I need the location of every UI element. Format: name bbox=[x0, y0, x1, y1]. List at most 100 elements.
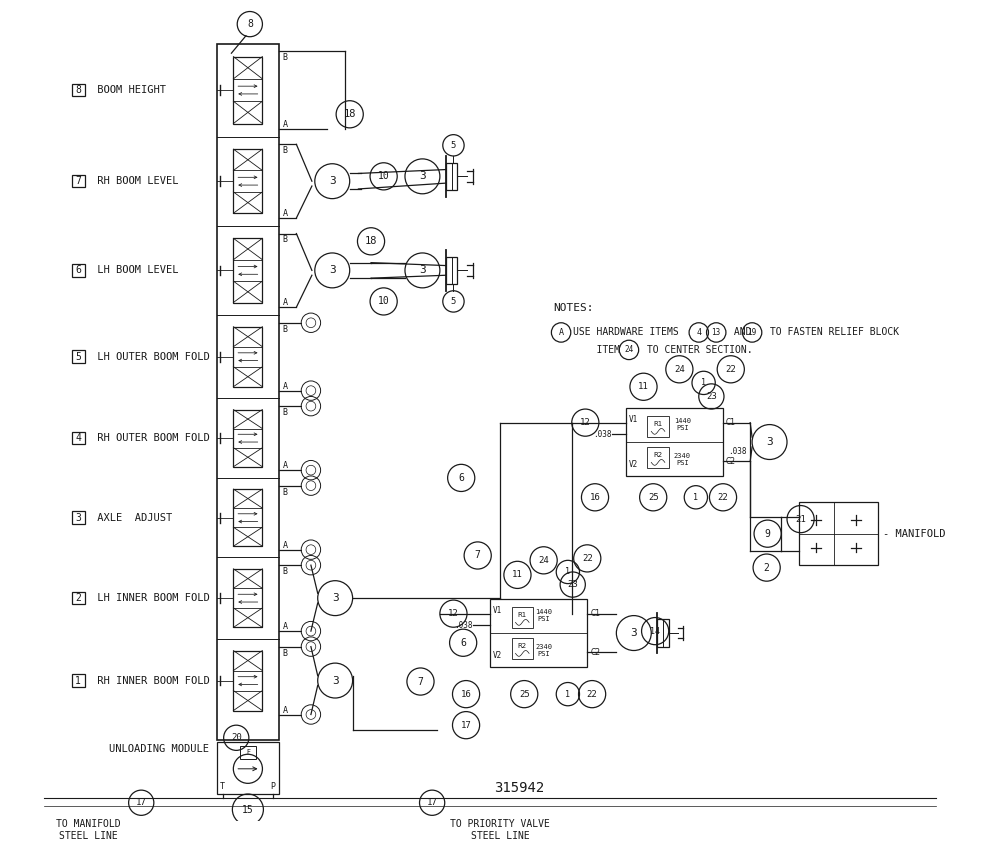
Text: A: A bbox=[283, 209, 288, 218]
Text: B: B bbox=[283, 325, 288, 333]
Text: R2: R2 bbox=[518, 642, 527, 649]
Text: 17: 17 bbox=[136, 798, 147, 807]
Bar bbox=[490, 599, 587, 667]
Text: 2: 2 bbox=[764, 563, 770, 572]
Bar bbox=[72, 592, 85, 604]
Text: V2: V2 bbox=[629, 460, 638, 468]
Text: 6: 6 bbox=[458, 473, 464, 483]
Text: T: T bbox=[220, 782, 225, 791]
Text: A: A bbox=[283, 461, 288, 470]
Text: A: A bbox=[559, 328, 564, 337]
Text: 315942: 315942 bbox=[494, 782, 545, 795]
Bar bbox=[647, 446, 669, 468]
Text: 7: 7 bbox=[475, 550, 481, 560]
Text: 9: 9 bbox=[765, 528, 771, 538]
Text: C1: C1 bbox=[590, 609, 600, 618]
Text: 1: 1 bbox=[701, 378, 706, 387]
Text: F: F bbox=[246, 749, 250, 755]
Text: 6: 6 bbox=[75, 265, 81, 275]
Text: C1: C1 bbox=[726, 418, 736, 427]
Text: B: B bbox=[283, 567, 288, 576]
Text: 5: 5 bbox=[451, 297, 456, 306]
Text: R1: R1 bbox=[518, 612, 527, 618]
Text: 1: 1 bbox=[75, 675, 81, 685]
Text: 1440
PSI: 1440 PSI bbox=[674, 418, 691, 431]
Bar bbox=[72, 350, 85, 363]
Text: 3: 3 bbox=[332, 675, 339, 685]
Text: B: B bbox=[283, 146, 288, 155]
Bar bbox=[647, 416, 669, 437]
Text: ITEM: ITEM bbox=[573, 345, 620, 355]
Text: TO CENTER SECTION.: TO CENTER SECTION. bbox=[641, 345, 752, 355]
Text: USE HARDWARE ITEMS: USE HARDWARE ITEMS bbox=[573, 327, 678, 338]
Text: TO PRIORITY VALVE
STEEL LINE: TO PRIORITY VALVE STEEL LINE bbox=[450, 820, 550, 841]
Text: 12: 12 bbox=[448, 609, 459, 618]
Text: 3: 3 bbox=[419, 265, 426, 275]
Text: A: A bbox=[283, 298, 288, 307]
Text: 6: 6 bbox=[460, 638, 466, 647]
Bar bbox=[217, 44, 279, 739]
Text: 22: 22 bbox=[725, 365, 736, 374]
Text: V2: V2 bbox=[493, 651, 502, 660]
Text: 17: 17 bbox=[427, 798, 437, 807]
Bar bbox=[233, 651, 262, 711]
Text: 3: 3 bbox=[329, 176, 336, 187]
Text: 1440
PSI: 1440 PSI bbox=[535, 609, 552, 622]
Text: 24: 24 bbox=[624, 345, 634, 354]
Text: UNLOADING MODULE: UNLOADING MODULE bbox=[109, 744, 209, 755]
Text: 3: 3 bbox=[419, 171, 426, 181]
Text: R2: R2 bbox=[653, 452, 663, 457]
Bar bbox=[233, 409, 262, 467]
Text: 16: 16 bbox=[461, 690, 471, 699]
Text: 16: 16 bbox=[590, 493, 600, 502]
Text: 18: 18 bbox=[343, 109, 356, 119]
Bar bbox=[512, 638, 533, 659]
Text: 5: 5 bbox=[451, 141, 456, 150]
Text: 21: 21 bbox=[795, 515, 806, 523]
Text: 3: 3 bbox=[630, 628, 637, 638]
Text: 2340
PSI: 2340 PSI bbox=[535, 644, 552, 657]
Text: P: P bbox=[271, 782, 276, 791]
Text: C2: C2 bbox=[590, 648, 600, 657]
Text: 3: 3 bbox=[332, 593, 339, 603]
Text: 23: 23 bbox=[706, 392, 717, 401]
Bar bbox=[626, 408, 723, 476]
Text: 22: 22 bbox=[587, 690, 597, 699]
Bar bbox=[446, 163, 457, 190]
Text: V1: V1 bbox=[629, 415, 638, 425]
Text: 4: 4 bbox=[75, 433, 81, 443]
Text: A: A bbox=[283, 541, 288, 549]
Text: 22: 22 bbox=[718, 493, 728, 502]
Bar bbox=[233, 238, 262, 302]
Text: .038: .038 bbox=[593, 430, 612, 439]
Text: AXLE  ADJUST: AXLE ADJUST bbox=[91, 512, 172, 522]
Text: 2340
PSI: 2340 PSI bbox=[674, 453, 691, 466]
Bar bbox=[512, 607, 533, 628]
Text: B: B bbox=[283, 235, 288, 245]
Text: NOTES:: NOTES: bbox=[553, 303, 594, 313]
Text: 20: 20 bbox=[231, 733, 242, 742]
Text: RH INNER BOOM FOLD: RH INNER BOOM FOLD bbox=[91, 675, 210, 685]
Text: V1: V1 bbox=[493, 606, 502, 615]
Text: .038: .038 bbox=[728, 447, 747, 457]
Bar bbox=[240, 745, 256, 759]
Text: 22: 22 bbox=[582, 554, 593, 563]
Text: TO MANIFOLD
STEEL LINE: TO MANIFOLD STEEL LINE bbox=[56, 820, 120, 841]
Bar bbox=[72, 674, 85, 687]
Text: 18: 18 bbox=[365, 236, 377, 246]
Text: R1: R1 bbox=[653, 420, 663, 426]
Text: TO FASTEN RELIEF BLOCK: TO FASTEN RELIEF BLOCK bbox=[764, 327, 899, 338]
Text: 15: 15 bbox=[242, 804, 254, 814]
Text: BOOM HEIGHT: BOOM HEIGHT bbox=[91, 85, 166, 95]
Text: C2: C2 bbox=[726, 457, 736, 466]
Bar bbox=[446, 257, 457, 284]
Text: 2: 2 bbox=[75, 593, 81, 603]
Text: 1: 1 bbox=[565, 567, 570, 576]
Bar bbox=[72, 264, 85, 277]
Text: RH BOOM LEVEL: RH BOOM LEVEL bbox=[91, 176, 178, 187]
Text: 4: 4 bbox=[696, 328, 701, 337]
Text: 1: 1 bbox=[693, 493, 698, 502]
Text: A: A bbox=[283, 622, 288, 631]
Text: 25: 25 bbox=[648, 493, 659, 502]
Bar bbox=[72, 84, 85, 96]
